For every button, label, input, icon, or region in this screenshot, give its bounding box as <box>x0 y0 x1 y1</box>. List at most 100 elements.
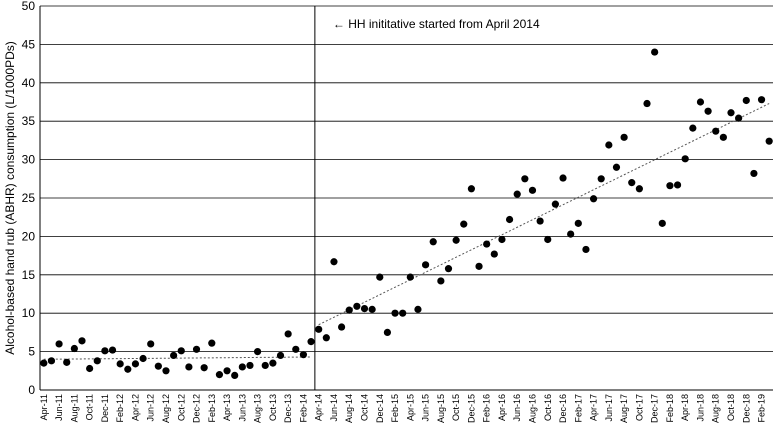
data-point <box>47 357 56 365</box>
y-tick-label: 0 <box>28 383 35 397</box>
data-point <box>299 351 308 359</box>
data-point <box>666 182 674 190</box>
data-point <box>727 109 735 117</box>
x-tick-label: Aug-13 <box>253 394 263 423</box>
data-point <box>261 361 269 370</box>
data-point <box>467 185 476 193</box>
x-tick-label: Feb-13 <box>207 394 217 423</box>
data-point <box>78 337 86 345</box>
axes <box>39 6 773 391</box>
data-point <box>116 360 124 368</box>
x-tick-label: Apr-11 <box>39 394 49 420</box>
y-tick-label: 15 <box>22 268 36 282</box>
data-point <box>658 219 666 227</box>
data-point <box>582 245 590 254</box>
x-tick-label: Aug-11 <box>69 394 79 422</box>
data-point <box>55 340 63 348</box>
x-tick-label: Jun-18 <box>695 394 705 422</box>
x-tick-label: Dec-13 <box>283 394 293 423</box>
data-point <box>444 265 453 273</box>
data-point <box>40 359 48 367</box>
data-point <box>177 347 185 355</box>
y-tick-label: 40 <box>22 76 36 90</box>
data-point <box>521 175 529 183</box>
data-point <box>170 351 178 360</box>
data-point <box>147 340 155 348</box>
x-tick-label: Dec-12 <box>192 394 202 423</box>
data-point <box>750 169 758 178</box>
data-point <box>536 217 544 225</box>
data-point <box>376 273 384 281</box>
data-point <box>269 359 277 367</box>
data-point <box>200 364 208 372</box>
x-tick-label: Oct-17 <box>634 394 644 421</box>
data-point <box>719 133 727 141</box>
data-point <box>307 338 315 346</box>
data-point <box>452 236 460 244</box>
x-tick-label: Dec-15 <box>466 394 476 423</box>
data-point <box>735 114 743 122</box>
data-point <box>383 328 392 336</box>
x-tick-label: Feb-17 <box>573 394 583 423</box>
data-point <box>70 344 78 353</box>
y-tick-label: 35 <box>22 114 36 128</box>
trend-line-post <box>318 103 770 326</box>
data-point <box>192 345 201 353</box>
data-point <box>429 238 437 246</box>
x-tick-label: Aug-14 <box>344 394 354 423</box>
data-point <box>231 371 239 380</box>
data-point <box>238 363 246 371</box>
data-point <box>673 181 682 189</box>
x-tick-label: Feb-14 <box>298 394 308 423</box>
x-tick-label: Apr-12 <box>130 394 140 421</box>
data-point <box>208 339 216 347</box>
data-point <box>131 360 140 368</box>
data-point <box>696 98 705 106</box>
data-point <box>185 363 193 371</box>
x-tick-label: Oct-12 <box>176 394 186 421</box>
trend-lines <box>43 103 770 360</box>
y-tick-label: 20 <box>22 229 36 243</box>
x-tick-label: Apr-16 <box>497 394 507 421</box>
data-point <box>93 357 101 365</box>
data-point <box>101 347 109 355</box>
data-point <box>620 133 628 141</box>
x-tick-label: Dec-17 <box>650 394 660 423</box>
data-point <box>765 137 773 145</box>
x-tick-label: Oct-11 <box>85 394 95 420</box>
data-point <box>154 362 162 370</box>
data-point <box>574 219 582 227</box>
data-point <box>391 309 399 317</box>
x-tick-label: Feb-19 <box>757 394 767 423</box>
x-tick-label: Apr-17 <box>589 394 599 421</box>
data-point <box>414 305 422 313</box>
x-tick-label: Oct-16 <box>543 394 553 421</box>
x-tick-label: Feb-16 <box>482 394 492 423</box>
data-point <box>712 127 720 135</box>
data-point <box>567 230 575 238</box>
x-tick-label: Feb-18 <box>665 394 675 423</box>
data-point <box>651 48 659 56</box>
x-tick-labels: Apr-11 Jun-11 Aug-11 Oct-11 Dec-11 Feb-12 Apr-… <box>39 394 767 423</box>
data-point <box>460 220 468 228</box>
data-point <box>86 364 94 373</box>
data-point <box>475 262 483 270</box>
x-tick-label: Dec-14 <box>375 394 385 423</box>
data-point <box>284 330 292 338</box>
y-tick-label: 30 <box>22 153 36 167</box>
data-point <box>292 345 300 353</box>
data-point <box>437 277 445 285</box>
x-tick-label: Apr-14 <box>314 394 324 421</box>
data-point <box>483 240 491 248</box>
data-point <box>315 325 323 333</box>
gridlines <box>40 5 773 391</box>
data-point <box>254 348 262 356</box>
y-tick-label: 50 <box>22 0 36 13</box>
data-point <box>421 261 430 269</box>
data-points <box>40 48 773 380</box>
y-tick-label: 25 <box>22 191 36 205</box>
y-tick-label: 45 <box>22 37 36 51</box>
x-tick-label: Aug-18 <box>711 394 721 423</box>
x-tick-label: Jun-12 <box>146 394 156 422</box>
